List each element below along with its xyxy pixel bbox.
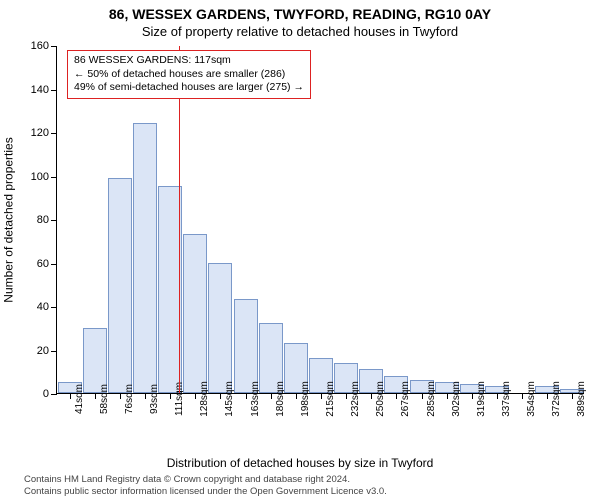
- x-tick: [271, 393, 272, 399]
- x-tick: [145, 393, 146, 399]
- x-tick: [296, 393, 297, 399]
- y-tick: [51, 90, 57, 91]
- x-tick: [95, 393, 96, 399]
- histogram-bar: [108, 178, 132, 393]
- y-tick-label: 120: [31, 127, 49, 139]
- x-tick: [572, 393, 573, 399]
- x-tick: [70, 393, 71, 399]
- y-axis-label: Number of detached properties: [2, 46, 16, 394]
- y-tick-label: 160: [31, 40, 49, 52]
- y-tick-label: 60: [37, 258, 49, 270]
- y-tick: [51, 133, 57, 134]
- x-tick: [195, 393, 196, 399]
- y-tick-label: 80: [37, 214, 49, 226]
- chart-subtitle: Size of property relative to detached ho…: [0, 24, 600, 39]
- y-tick-label: 100: [31, 171, 49, 183]
- x-tick-label: 372sqm: [551, 381, 562, 417]
- x-tick: [321, 393, 322, 399]
- x-tick-label: 389sqm: [576, 381, 587, 417]
- histogram-bar: [208, 263, 232, 394]
- y-tick-label: 0: [43, 388, 49, 400]
- x-tick: [472, 393, 473, 399]
- y-tick: [51, 351, 57, 352]
- x-tick: [522, 393, 523, 399]
- chart-title: 86, WESSEX GARDENS, TWYFORD, READING, RG…: [0, 6, 600, 22]
- histogram-bar: [183, 234, 207, 393]
- annotation-box: 86 WESSEX GARDENS: 117sqm← 50% of detach…: [67, 50, 311, 99]
- footnote: Contains HM Land Registry data © Crown c…: [24, 474, 387, 498]
- y-tick: [51, 177, 57, 178]
- footnote-line-1: Contains HM Land Registry data © Crown c…: [24, 474, 387, 486]
- x-tick: [422, 393, 423, 399]
- x-tick: [371, 393, 372, 399]
- x-tick: [120, 393, 121, 399]
- y-tick-label: 20: [37, 345, 49, 357]
- x-tick: [170, 393, 171, 399]
- x-tick: [497, 393, 498, 399]
- plot-area: 02040608010012014016041sqm58sqm76sqm93sq…: [56, 46, 584, 394]
- annotation-line: 49% of semi-detached houses are larger (…: [74, 81, 304, 95]
- y-tick: [51, 394, 57, 395]
- y-tick: [51, 220, 57, 221]
- histogram-bar: [234, 299, 258, 393]
- x-tick: [447, 393, 448, 399]
- x-tick: [246, 393, 247, 399]
- x-tick-label: 337sqm: [501, 381, 512, 417]
- x-tick: [396, 393, 397, 399]
- x-tick: [346, 393, 347, 399]
- y-tick: [51, 46, 57, 47]
- property-size-chart: 86, WESSEX GARDENS, TWYFORD, READING, RG…: [0, 0, 600, 500]
- y-tick-label: 40: [37, 301, 49, 313]
- x-tick: [220, 393, 221, 399]
- annotation-line: ← 50% of detached houses are smaller (28…: [74, 68, 304, 82]
- y-tick: [51, 307, 57, 308]
- footnote-line-2: Contains public sector information licen…: [24, 486, 387, 498]
- annotation-line: 86 WESSEX GARDENS: 117sqm: [74, 54, 304, 68]
- y-tick-label: 140: [31, 84, 49, 96]
- histogram-bar: [133, 123, 157, 393]
- x-tick: [547, 393, 548, 399]
- y-tick: [51, 264, 57, 265]
- x-axis-label: Distribution of detached houses by size …: [0, 456, 600, 470]
